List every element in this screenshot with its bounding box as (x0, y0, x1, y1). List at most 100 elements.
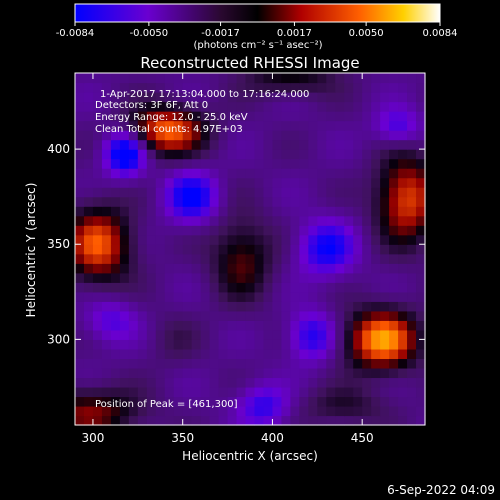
heatmap-cell (92, 82, 103, 93)
heatmap-cell (335, 405, 345, 417)
heatmap-cell (398, 367, 408, 379)
heatmap-cell (272, 225, 283, 236)
heatmap-cell (119, 367, 130, 379)
heatmap-cell (380, 291, 390, 302)
heatmap-cell (362, 386, 372, 398)
heatmap-cell (407, 92, 417, 103)
heatmap-cell (398, 196, 408, 207)
heatmap-cell (263, 139, 274, 150)
heatmap-cell (236, 386, 247, 398)
heatmap-cell (353, 320, 363, 331)
heatmap-cell (164, 377, 175, 388)
heatmap-cell (362, 139, 372, 150)
heatmap-cell (317, 291, 327, 302)
heatmap-cell (398, 291, 408, 302)
heatmap-cell (83, 358, 94, 369)
heatmap-cell (281, 244, 291, 255)
heatmap-cell (155, 101, 166, 112)
heatmap-cell (308, 111, 318, 122)
heatmap-cell (407, 187, 417, 198)
heatmap-cell (326, 358, 336, 369)
heatmap-cell (389, 168, 399, 179)
heatmap-cell (101, 282, 112, 293)
heatmap-cell (218, 177, 229, 188)
heatmap-cell (110, 82, 121, 93)
heatmap-cell (155, 92, 166, 103)
heatmap-cell (416, 139, 426, 150)
heatmap-cell (290, 377, 300, 388)
heatmap-cell (371, 415, 381, 426)
heatmap-cell (137, 120, 148, 131)
heatmap-cell (218, 291, 229, 302)
heatmap-cell (416, 120, 426, 131)
heatmap-cell (353, 291, 363, 302)
heatmap-cell (344, 396, 354, 407)
heatmap-cell (308, 301, 318, 312)
heatmap-cell (308, 120, 318, 131)
heatmap-cell (155, 367, 166, 379)
heatmap-cell (200, 348, 211, 359)
heatmap-cell (245, 263, 256, 274)
heatmap-cell (173, 339, 184, 350)
heatmap-cell (92, 73, 103, 84)
heatmap-cell (182, 101, 193, 112)
heatmap-cell (182, 206, 193, 217)
heatmap-cell (299, 291, 309, 302)
heatmap-cell (155, 206, 166, 217)
heatmap-cell (290, 73, 300, 84)
heatmap-cell (389, 310, 399, 321)
heatmap-cell (164, 339, 175, 350)
heatmap-cell (75, 329, 85, 340)
heatmap-cell (75, 348, 85, 359)
heatmap-cell (371, 149, 381, 160)
heatmap-cell (263, 386, 274, 398)
heatmap-cell (110, 234, 121, 245)
heatmap-cell (191, 329, 202, 340)
heatmap-cell (75, 358, 85, 369)
heatmap-cell (218, 301, 229, 312)
heatmap-cell (101, 396, 112, 407)
heatmap-cell (371, 272, 381, 283)
heatmap-cell (299, 206, 309, 217)
heatmap-cell (398, 415, 408, 426)
heatmap-cell (362, 339, 372, 350)
heatmap-cell (290, 149, 300, 160)
heatmap-cell (137, 149, 148, 160)
heatmap-cell (101, 301, 112, 312)
heatmap-cell (164, 215, 175, 226)
heatmap-cell (236, 196, 247, 207)
heatmap-cell (317, 149, 327, 160)
heatmap-cell (272, 139, 283, 150)
heatmap-cell (290, 158, 300, 169)
heatmap-cell (83, 253, 94, 264)
heatmap-cell (398, 396, 408, 407)
heatmap-cell (128, 272, 139, 283)
heatmap-cell (371, 263, 381, 274)
heatmap-cell (326, 168, 336, 179)
heatmap-cell (299, 339, 309, 350)
heatmap-cell (380, 187, 390, 198)
heatmap-cell (371, 310, 381, 321)
heatmap-cell (272, 310, 283, 321)
heatmap-cell (146, 272, 157, 283)
heatmap-cell (236, 415, 247, 426)
heatmap-cell (362, 367, 372, 379)
heatmap-cell (137, 396, 148, 407)
heatmap-cell (245, 291, 256, 302)
heatmap-cell (182, 149, 193, 160)
heatmap-cell (83, 263, 94, 274)
heatmap-cell (281, 168, 291, 179)
heatmap-cell (245, 367, 256, 379)
heatmap-cell (335, 329, 345, 340)
heatmap-cell (335, 196, 345, 207)
heatmap-cell (389, 367, 399, 379)
heatmap-cell (299, 225, 309, 236)
heatmap-cell (254, 158, 265, 169)
heatmap-cell (75, 263, 85, 274)
heatmap-cell (290, 111, 300, 122)
heatmap-cell (209, 263, 220, 274)
heatmap-cell (137, 139, 148, 150)
heatmap-cell (155, 225, 166, 236)
heatmap-cell (263, 149, 274, 160)
heatmap-cell (371, 206, 381, 217)
